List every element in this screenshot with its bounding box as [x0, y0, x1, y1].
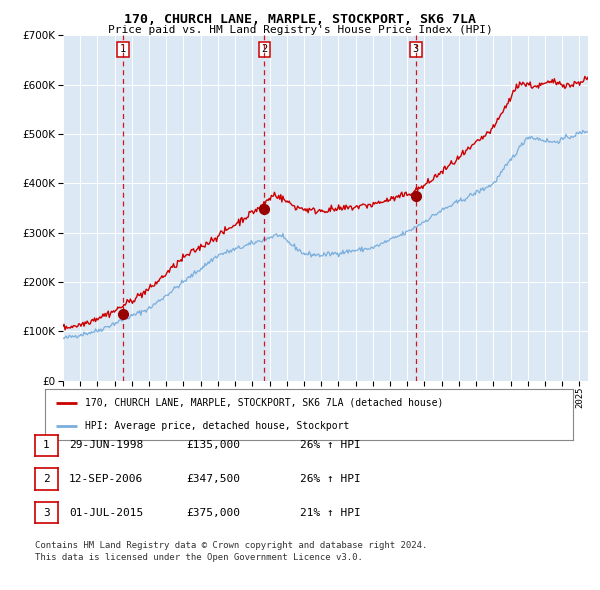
Text: 21% ↑ HPI: 21% ↑ HPI — [300, 508, 361, 517]
Text: 29-JUN-1998: 29-JUN-1998 — [69, 441, 143, 450]
Text: 170, CHURCH LANE, MARPLE, STOCKPORT, SK6 7LA (detached house): 170, CHURCH LANE, MARPLE, STOCKPORT, SK6… — [85, 398, 443, 408]
Text: 1: 1 — [43, 441, 50, 450]
Text: 1: 1 — [120, 44, 126, 54]
Text: £135,000: £135,000 — [186, 441, 240, 450]
Text: 170, CHURCH LANE, MARPLE, STOCKPORT, SK6 7LA: 170, CHURCH LANE, MARPLE, STOCKPORT, SK6… — [124, 13, 476, 26]
Text: Contains HM Land Registry data © Crown copyright and database right 2024.: Contains HM Land Registry data © Crown c… — [35, 541, 427, 550]
Text: 26% ↑ HPI: 26% ↑ HPI — [300, 441, 361, 450]
Text: 26% ↑ HPI: 26% ↑ HPI — [300, 474, 361, 484]
Text: 01-JUL-2015: 01-JUL-2015 — [69, 508, 143, 517]
Text: 3: 3 — [43, 508, 50, 517]
Text: £347,500: £347,500 — [186, 474, 240, 484]
Text: Price paid vs. HM Land Registry's House Price Index (HPI): Price paid vs. HM Land Registry's House … — [107, 25, 493, 35]
Text: 2: 2 — [43, 474, 50, 484]
Text: 2: 2 — [261, 44, 268, 54]
Text: 12-SEP-2006: 12-SEP-2006 — [69, 474, 143, 484]
Text: £375,000: £375,000 — [186, 508, 240, 517]
Text: HPI: Average price, detached house, Stockport: HPI: Average price, detached house, Stoc… — [85, 421, 349, 431]
Text: 3: 3 — [413, 44, 419, 54]
Text: This data is licensed under the Open Government Licence v3.0.: This data is licensed under the Open Gov… — [35, 553, 362, 562]
